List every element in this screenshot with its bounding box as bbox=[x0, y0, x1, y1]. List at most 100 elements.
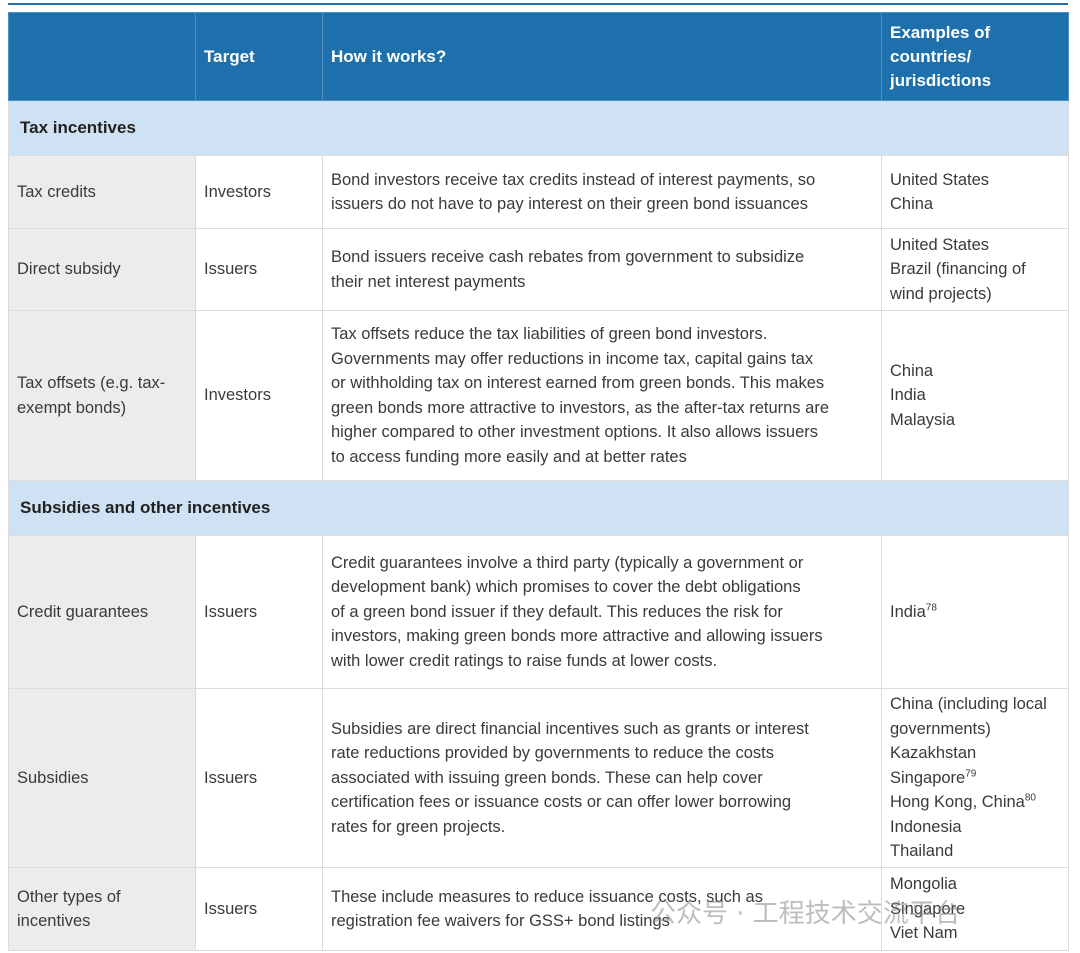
target: Issuers bbox=[195, 535, 323, 689]
example-line: United States bbox=[890, 168, 1060, 193]
text-line: Tax offsets reduce the tax liabilities o… bbox=[331, 325, 768, 343]
text-line: Other types of bbox=[17, 887, 121, 906]
example-line: Hong Kong, China80 bbox=[890, 790, 1060, 815]
example-line: Brazil (financing of bbox=[890, 257, 1060, 282]
text-line: jurisdictions bbox=[890, 70, 992, 90]
table-row: Other types of incentives Issuers These inc… bbox=[8, 867, 1069, 951]
country: Mongolia bbox=[890, 875, 957, 894]
description: Tax offsets reduce the tax liabilities o… bbox=[322, 310, 882, 481]
incentive-name: Direct subsidy bbox=[8, 228, 196, 311]
country: India bbox=[890, 602, 926, 621]
incentives-table: Target How it works? Examples of countries/… bbox=[8, 12, 1069, 951]
text-line: their net interest payments bbox=[331, 272, 526, 291]
top-rule bbox=[8, 3, 1068, 5]
examples: China (including local governments) Kazakh… bbox=[881, 688, 1069, 868]
example-line: wind projects) bbox=[890, 282, 1060, 307]
text-line: of a green bond issuer if they default. … bbox=[331, 602, 783, 621]
text-line: to access funding more easily and at bet… bbox=[331, 447, 687, 466]
country: Singapore bbox=[890, 899, 966, 918]
country: China bbox=[890, 195, 934, 213]
country: Kazakhstan bbox=[890, 744, 977, 763]
table-row: Tax offsets (e.g. tax-exempt bonds) Inves… bbox=[8, 310, 1069, 481]
target: Issuers bbox=[195, 688, 323, 868]
description: Credit guarantees involve a third party … bbox=[322, 535, 882, 689]
text-line: associated with issuing green bonds. The… bbox=[331, 768, 763, 787]
country: wind projects) bbox=[890, 284, 992, 303]
target: Issuers bbox=[195, 867, 323, 951]
text-line: Governments may offer reductions in inco… bbox=[331, 349, 814, 368]
country: Malaysia bbox=[890, 410, 956, 429]
incentive-name: Tax credits bbox=[8, 155, 196, 229]
section-title: Tax incentives bbox=[8, 100, 1069, 156]
text-line: Examples of bbox=[890, 22, 991, 42]
incentive-name: Tax offsets (e.g. tax-exempt bonds) bbox=[8, 310, 196, 481]
text-line: issuers do not have to pay interest on t… bbox=[331, 195, 808, 213]
country: United States bbox=[890, 170, 990, 189]
example-line: Malaysia bbox=[890, 408, 1060, 433]
text-line: green bonds more attractive to investors… bbox=[331, 398, 829, 417]
examples: India78 bbox=[881, 535, 1069, 689]
watermark: 公众号 · 工程技术交流平台 bbox=[650, 899, 961, 929]
example-line: India bbox=[890, 383, 1060, 408]
table-row: Credit guarantees Issuers Credit guarantee… bbox=[8, 535, 1069, 689]
description: These include measures to reduce issuanc… bbox=[322, 867, 882, 951]
incentive-name: Credit guarantees bbox=[8, 535, 196, 689]
example-line: Viet Nam bbox=[890, 921, 1060, 946]
examples: Mongolia Singapore Viet Nam bbox=[881, 867, 1069, 951]
country: Hong Kong, China bbox=[890, 793, 1025, 812]
text-line: Bond issuers receive cash rebates from g… bbox=[331, 248, 805, 266]
text-line: Tax credits bbox=[17, 182, 96, 201]
country: India bbox=[890, 386, 926, 405]
text-line: exempt bonds) bbox=[17, 398, 127, 417]
examples: United States Brazil (financing of wind pr… bbox=[881, 228, 1069, 311]
target: Investors bbox=[195, 155, 323, 229]
country: China bbox=[890, 361, 934, 380]
country: Singapore bbox=[890, 768, 966, 787]
table-row: Tax credits Investors Bond investors recei… bbox=[8, 155, 1069, 229]
header-cell: Examples of countries/jurisdictions bbox=[881, 12, 1069, 101]
incentive-name: Subsidies bbox=[8, 688, 196, 868]
example-line: Singapore bbox=[890, 897, 1060, 922]
example-line: Thailand bbox=[890, 839, 1060, 864]
footnote-ref: 78 bbox=[925, 602, 937, 614]
examples: United States China bbox=[881, 155, 1069, 229]
example-line: India78 bbox=[890, 600, 1060, 625]
text-line: with lower credit ratings to raise funds… bbox=[331, 651, 718, 670]
text-line: higher compared to other investment opti… bbox=[331, 423, 818, 441]
examples: China India Malaysia bbox=[881, 310, 1069, 481]
example-line: Kazakhstan bbox=[890, 741, 1060, 766]
text-line: incentives bbox=[17, 912, 91, 930]
text-line: countries/ bbox=[890, 46, 972, 66]
header-cell: Target bbox=[195, 12, 323, 101]
example-line: United States bbox=[890, 233, 1060, 258]
text-line: rate reductions provided by governments … bbox=[331, 744, 774, 763]
table-row: Direct subsidy Issuers Bond issuers receiv… bbox=[8, 228, 1069, 311]
country: Indonesia bbox=[890, 817, 962, 836]
country: governments) bbox=[890, 719, 991, 738]
text-line: Subsidies are direct financial incentive… bbox=[331, 719, 809, 738]
country: Brazil (financing of bbox=[890, 260, 1026, 279]
description: Bond issuers receive cash rebates from g… bbox=[322, 228, 882, 311]
example-line: governments) bbox=[890, 717, 1060, 742]
text-line: Direct subsidy bbox=[17, 260, 121, 279]
text-line: Bond investors receive tax credits inste… bbox=[331, 170, 816, 189]
description: Subsidies are direct financial incentive… bbox=[322, 688, 882, 868]
country: United States bbox=[890, 235, 990, 254]
text-line: or withholding tax on interest earned fr… bbox=[331, 374, 825, 392]
example-line: China bbox=[890, 359, 1060, 384]
example-line: Singapore79 bbox=[890, 766, 1060, 791]
country: Thailand bbox=[890, 842, 954, 861]
footnote-ref: 80 bbox=[1024, 792, 1036, 804]
description: Bond investors receive tax credits inste… bbox=[322, 155, 882, 229]
country: Viet Nam bbox=[890, 924, 958, 943]
example-line: Indonesia bbox=[890, 815, 1060, 840]
text-line: Tax offsets (e.g. tax- bbox=[17, 374, 166, 392]
header-cell bbox=[8, 12, 196, 101]
target: Issuers bbox=[195, 228, 323, 311]
header-cell: How it works? bbox=[322, 12, 882, 101]
text-line: development bank) which promises to cove… bbox=[331, 578, 801, 597]
example-line: Mongolia bbox=[890, 872, 1060, 897]
footnote-ref: 79 bbox=[965, 768, 977, 780]
example-line: China (including local bbox=[890, 692, 1060, 717]
example-line: China bbox=[890, 192, 1060, 217]
